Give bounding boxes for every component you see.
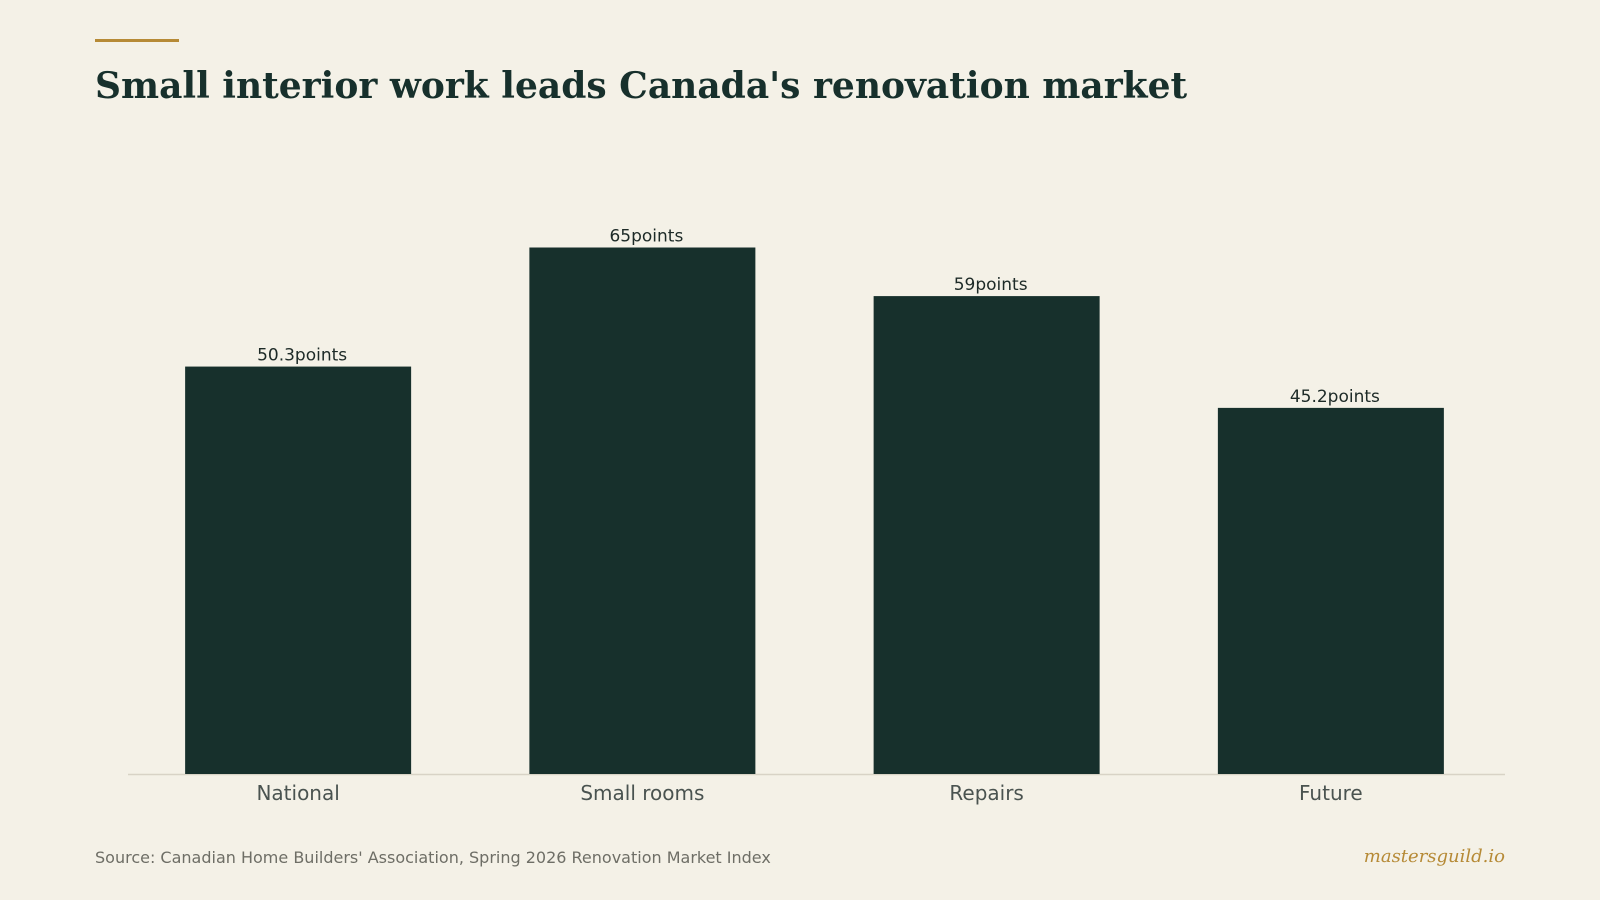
x-tick-label: Repairs (949, 781, 1023, 805)
x-tick-label: National (256, 781, 339, 805)
bar-small-rooms (529, 247, 756, 774)
data-label: 50.3points (257, 346, 347, 366)
accent-rule (95, 39, 179, 42)
brand-link[interactable]: mastersguild.io (1363, 846, 1505, 867)
bar-future (1217, 407, 1444, 774)
bars-group: 50.3points National 65points Small rooms 59p… (185, 227, 1444, 805)
chart-title: Small interior work leads Canada's renov… (95, 65, 1188, 107)
data-label: 45.2points (1290, 387, 1380, 407)
bar-repairs (873, 296, 1100, 774)
data-label: 59points (954, 275, 1028, 295)
bar-national (185, 366, 412, 774)
source-note: Source: Canadian Home Builders' Associat… (95, 848, 771, 867)
x-tick-label: Future (1299, 781, 1363, 805)
x-tick-label: Small rooms (580, 781, 704, 805)
data-label: 65points (609, 227, 683, 247)
